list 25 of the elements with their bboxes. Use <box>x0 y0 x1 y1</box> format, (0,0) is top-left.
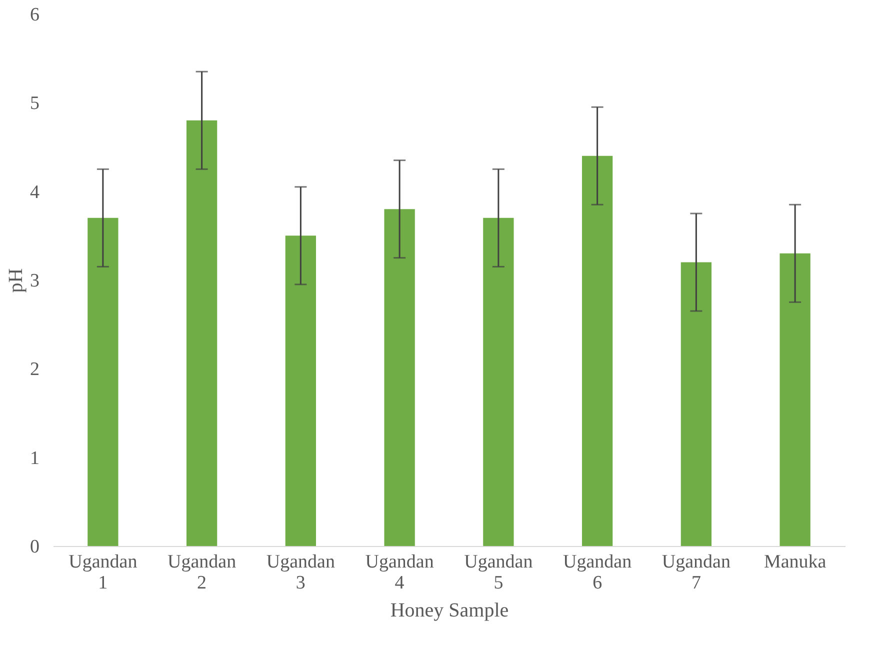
x-tick-label: Ugandan 7 <box>662 552 731 594</box>
x-tick-label: Ugandan 2 <box>168 552 237 594</box>
y-tick-label: 1 <box>30 448 40 469</box>
bar <box>582 156 613 546</box>
x-tick-label: Ugandan 5 <box>464 552 534 594</box>
x-tick-label: Ugandan 4 <box>365 552 434 594</box>
bar <box>680 262 712 546</box>
x-axis-title: Honey Sample <box>390 600 509 622</box>
x-tick-label: Ugandan 1 <box>68 552 138 594</box>
x-tick-label: Ugandan 3 <box>266 552 336 594</box>
bar <box>780 253 810 546</box>
y-tick-label: 5 <box>30 93 40 114</box>
bar <box>384 209 415 546</box>
x-tick-label: Ugandan 6 <box>563 552 632 594</box>
y-tick-label: 6 <box>30 4 40 26</box>
bar <box>88 218 118 546</box>
y-tick-label: 2 <box>30 359 40 380</box>
bar <box>186 120 218 546</box>
y-tick-label: 3 <box>30 270 40 292</box>
y-tick-label: 0 <box>30 536 40 558</box>
x-tick-label: Manuka <box>764 552 827 572</box>
y-tick-label: 4 <box>30 182 40 203</box>
bar <box>483 218 514 546</box>
y-axis-title: pH <box>5 268 27 293</box>
bar <box>285 236 316 546</box>
